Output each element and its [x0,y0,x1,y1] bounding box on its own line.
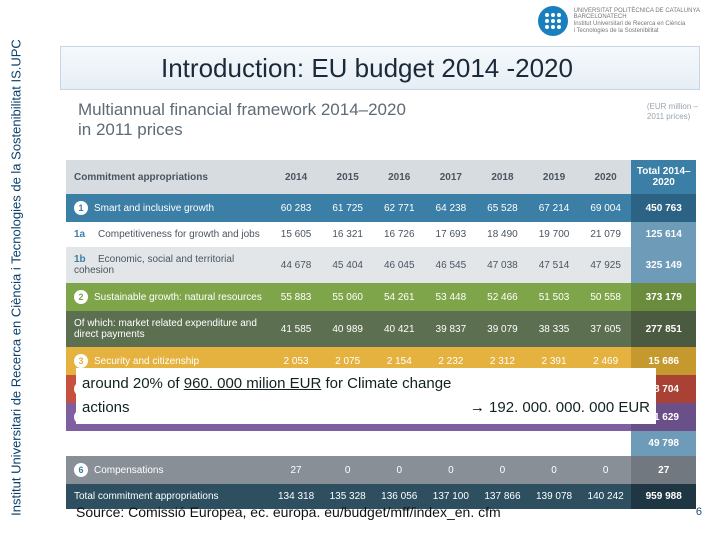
source-citation: Source: Comissió Europea, ec. europa. eu… [76,504,501,520]
legend-note: (EUR million – 2011 prices) [647,102,698,121]
sidebar-institute-label: Institut Universitari de Recerca en Cièn… [9,18,24,538]
table-row: Of which: market related expenditure and… [66,311,696,347]
table-row: 1Smart and inclusive growth60 28361 7256… [66,194,696,222]
table-subtitle: Multiannual financial framework 2014–202… [78,100,700,140]
page-number: 6 [696,506,702,518]
highlight-overlay: around 20% of 960. 000 milion EUR for Cl… [76,368,656,424]
logo-icon [538,6,568,36]
slide-title: Introduction: EU budget 2014 -2020 [60,46,700,90]
table-header: Total 2014–2020 [631,160,696,194]
overlay-text: for Climate change [321,375,451,392]
overlay-text: 192. 000. 000. 000 EUR [485,399,650,416]
table-row: 1bEconomic, social and territorial cohes… [66,247,696,283]
arrow-icon: → [470,399,485,416]
overlay-text: actions [82,396,130,420]
overlay-underline: 960. 000 milion EUR [184,375,322,392]
table-row: 1aCompetitiveness for growth and jobs15 … [66,222,696,247]
table-row: 6Compensations2700000027 [66,456,696,484]
table-header: 2018 [477,160,529,194]
table-header: 2016 [373,160,425,194]
table-header: 2019 [528,160,580,194]
logo-text: UNIVERSITAT POLITÈCNICA DE CATALUNYA BAR… [574,8,700,34]
table-header: 2017 [425,160,477,194]
table-row: 49 798 [66,431,696,456]
table-row: 2Sustainable growth: natural resources55… [66,283,696,311]
table-header: 2015 [322,160,374,194]
overlay-text: around 20% of [82,375,184,392]
table-header: Commitment appropriations [66,160,270,194]
table-header: 2014 [270,160,322,194]
upc-logo: UNIVERSITAT POLITÈCNICA DE CATALUNYA BAR… [538,6,700,36]
table-header: 2020 [580,160,632,194]
budget-table: Commitment appropriations201420152016201… [66,160,696,509]
